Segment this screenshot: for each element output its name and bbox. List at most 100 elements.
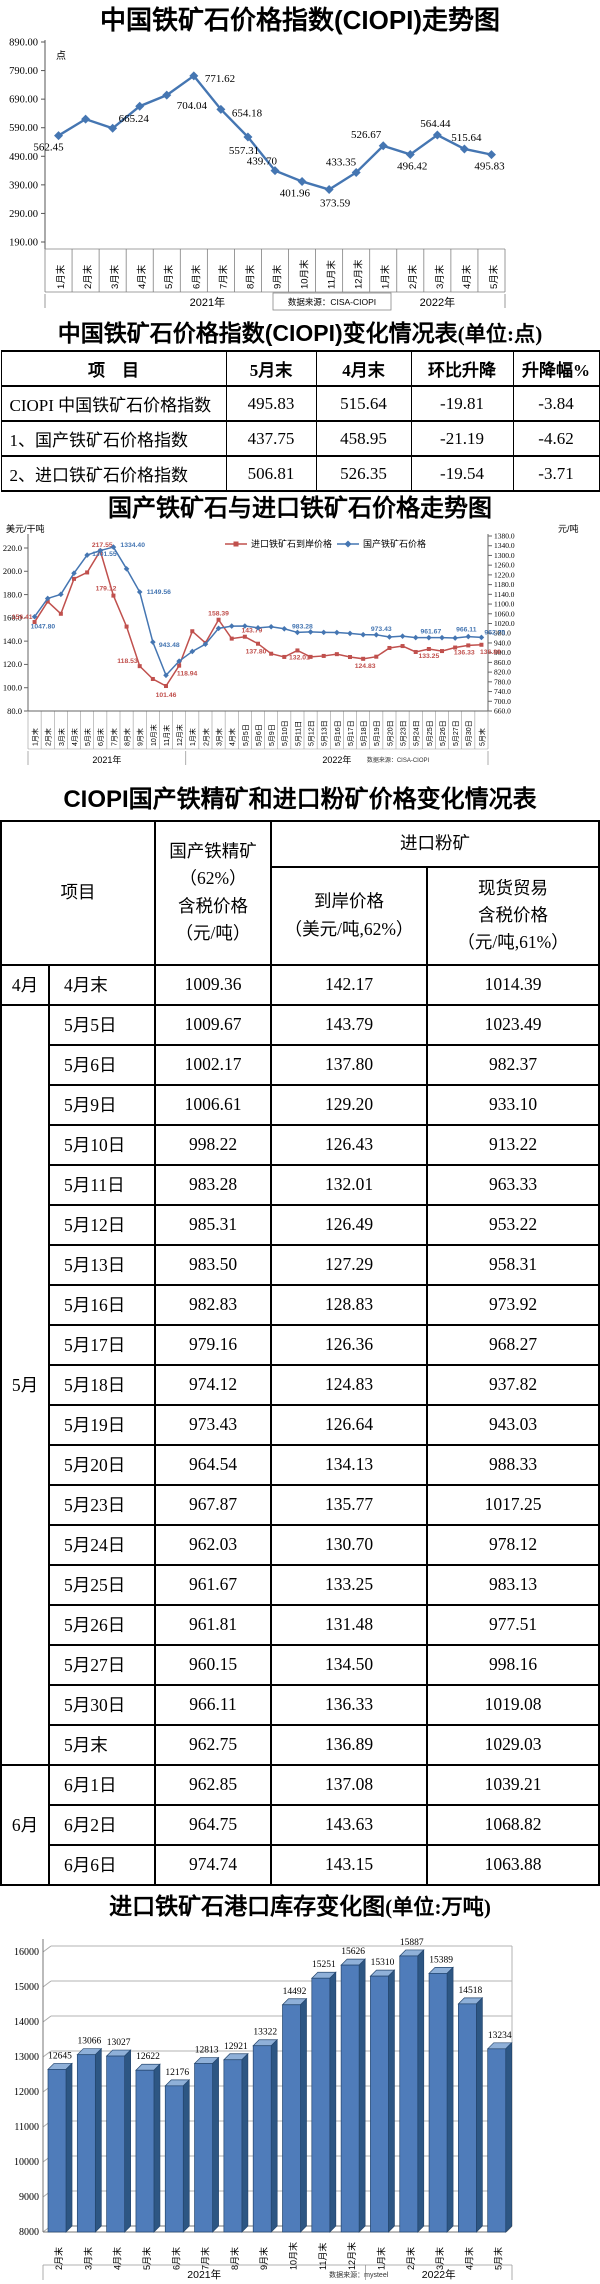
table1-title-unit: (单位:点): [457, 321, 543, 346]
svg-text:13322: 13322: [253, 2028, 277, 2038]
table2-row: 6月6日 974.74 143.15 1063.88: [1, 1843, 600, 1886]
svg-text:1334.40: 1334.40: [120, 542, 145, 549]
table2-value-cell: 967.87: [154, 1483, 272, 1526]
table1-row: 1、国产铁矿石价格指数 437.75 458.95 -21.19 -4.62: [0, 420, 600, 458]
table1-value-cell: -3.71: [512, 455, 600, 493]
ciopi-change-table-section: 中国铁矿石价格指数(CIOPI)变化情况表(单位:点) 项 目 5月末 4月末 环比升…: [0, 319, 600, 493]
svg-text:11月末: 11月末: [162, 725, 171, 746]
svg-text:140.0: 140.0: [3, 636, 22, 646]
table2-value-cell: 133.25: [270, 1563, 428, 1606]
svg-text:100.0: 100.0: [3, 683, 22, 693]
svg-text:5月25日: 5月25日: [426, 721, 434, 747]
table2-value-cell: 978.12: [426, 1523, 600, 1566]
svg-text:980.0: 980.0: [494, 629, 511, 638]
table2-value-cell: 998.16: [426, 1643, 600, 1686]
table2-value-cell: 988.33: [426, 1443, 600, 1486]
table2-date-cell: 5月5日: [48, 1003, 156, 1046]
svg-text:3月末: 3月末: [57, 728, 66, 746]
table2-date-cell: 5月6日: [48, 1043, 156, 1086]
svg-text:143.79: 143.79: [241, 628, 262, 635]
chart3-title-unit: (单位:万吨): [385, 1894, 491, 1919]
svg-text:数据来源：CISA-CIOPI: 数据来源：CISA-CIOPI: [288, 297, 376, 307]
table1-header-cell: 升降幅%: [512, 350, 600, 388]
svg-text:526.67: 526.67: [351, 128, 382, 140]
table2-date-cell: 5月18日: [48, 1363, 156, 1406]
table1-row: CIOPI 中国铁矿石价格指数 495.83 515.64 -19.81 -3.84: [0, 385, 600, 423]
table2-value-cell: 953.22: [426, 1203, 600, 1246]
svg-text:654.18: 654.18: [232, 107, 263, 119]
table2-month-cell: 4月: [0, 963, 50, 1006]
table2-value-cell: 1002.17: [154, 1043, 272, 1086]
svg-text:1140.0: 1140.0: [494, 590, 515, 599]
svg-text:557.31: 557.31: [229, 145, 259, 157]
svg-text:2022年: 2022年: [322, 754, 351, 765]
table2-value-cell: 127.29: [270, 1243, 428, 1286]
table2-value-cell: 1014.39: [426, 963, 600, 1006]
svg-text:5月末: 5月末: [141, 2247, 152, 2270]
svg-text:4月末: 4月末: [228, 728, 237, 746]
svg-text:660.0: 660.0: [494, 707, 511, 716]
svg-text:943.48: 943.48: [159, 642, 180, 649]
svg-text:2月末: 2月末: [407, 264, 419, 289]
svg-text:14000: 14000: [14, 2017, 39, 2028]
svg-text:5月末: 5月末: [488, 264, 500, 289]
svg-text:1100.0: 1100.0: [494, 600, 515, 609]
table2-date-cell: 4月末: [48, 963, 156, 1006]
svg-text:156.41: 156.41: [12, 614, 33, 621]
svg-text:564.44: 564.44: [420, 118, 451, 130]
svg-text:11月末: 11月末: [317, 2243, 328, 2270]
svg-text:860.0: 860.0: [494, 658, 511, 667]
svg-text:966.11: 966.11: [456, 627, 477, 634]
svg-text:1149.56: 1149.56: [147, 589, 171, 596]
svg-text:5月24日: 5月24日: [413, 721, 421, 747]
svg-text:2月末: 2月末: [82, 264, 94, 289]
table2-value-cell: 126.49: [270, 1203, 428, 1246]
table2-value-cell: 124.83: [270, 1363, 428, 1406]
table1-value-cell: -21.19: [410, 420, 514, 458]
table2-value-cell: 982.37: [426, 1043, 600, 1086]
table2-value-cell: 143.63: [270, 1803, 428, 1846]
price-detail-table-section: CIOPI国产铁精矿和进口粉矿价格变化情况表 项目 国产铁精矿 （62%） 含税价…: [0, 784, 600, 1886]
svg-text:5月5日: 5月5日: [242, 725, 250, 747]
svg-text:13234: 13234: [488, 2031, 512, 2041]
table2-value-cell: 983.28: [154, 1163, 272, 1206]
table2-value-cell: 963.33: [426, 1163, 600, 1206]
svg-text:490.00: 490.00: [9, 151, 38, 162]
svg-text:3月末: 3月末: [434, 2247, 445, 2270]
table2-row: 6月2日 964.75 143.63 1068.82: [1, 1803, 600, 1846]
port-inventory-section: 进口铁矿石港口库存变化图(单位:万吨) 8000 9000 10000 11000 12…: [0, 1892, 600, 2284]
table2-value-cell: 130.70: [270, 1523, 428, 1566]
table2-value-cell: 126.43: [270, 1123, 428, 1166]
svg-text:5月27日: 5月27日: [452, 721, 460, 747]
table2-value-cell: 137.80: [270, 1043, 428, 1086]
table2-value-cell: 136.89: [270, 1723, 428, 1766]
table2-value-cell: 126.36: [270, 1323, 428, 1366]
table2-header-domestic: 国产铁精矿 （62%） 含税价格 （元/吨）: [154, 819, 272, 966]
svg-text:220.0: 220.0: [3, 543, 22, 553]
table2-row: 5月13日 983.50 127.29 958.31: [1, 1243, 600, 1286]
table1-row-label: 2、进口铁矿石价格指数: [0, 455, 227, 493]
svg-text:1300.0: 1300.0: [494, 551, 515, 560]
table2-value-cell: 962.03: [154, 1523, 272, 1566]
table2-value-cell: 1068.82: [426, 1803, 600, 1846]
svg-text:700.0: 700.0: [494, 697, 511, 706]
svg-text:11000: 11000: [14, 2122, 39, 2133]
table2-date-cell: 5月30日: [48, 1683, 156, 1726]
svg-text:4月末: 4月末: [461, 264, 473, 289]
svg-text:1月末: 1月末: [375, 2247, 386, 2270]
svg-text:14492: 14492: [283, 1987, 307, 1997]
svg-text:10000: 10000: [14, 2157, 39, 2168]
svg-text:进口铁矿石到岸价格: 进口铁矿石到岸价格: [251, 538, 332, 549]
svg-text:1月末: 1月末: [188, 728, 197, 746]
table2-header-spot-price: 现货贸易 含税价格 （元/吨,61%）: [426, 865, 600, 966]
svg-text:217.55: 217.55: [92, 542, 113, 549]
svg-text:美元/干吨: 美元/干吨: [6, 524, 45, 534]
table2-value-cell: 961.67: [154, 1563, 272, 1606]
svg-text:961.67: 961.67: [420, 629, 441, 636]
table2-value-cell: 142.17: [270, 963, 428, 1006]
svg-text:12813: 12813: [195, 2046, 219, 2056]
table2-header-item: 项目: [0, 819, 156, 966]
table1-value-cell: -3.84: [512, 385, 600, 423]
svg-text:4月末: 4月末: [136, 264, 148, 289]
table2-value-cell: 1006.61: [154, 1083, 272, 1126]
